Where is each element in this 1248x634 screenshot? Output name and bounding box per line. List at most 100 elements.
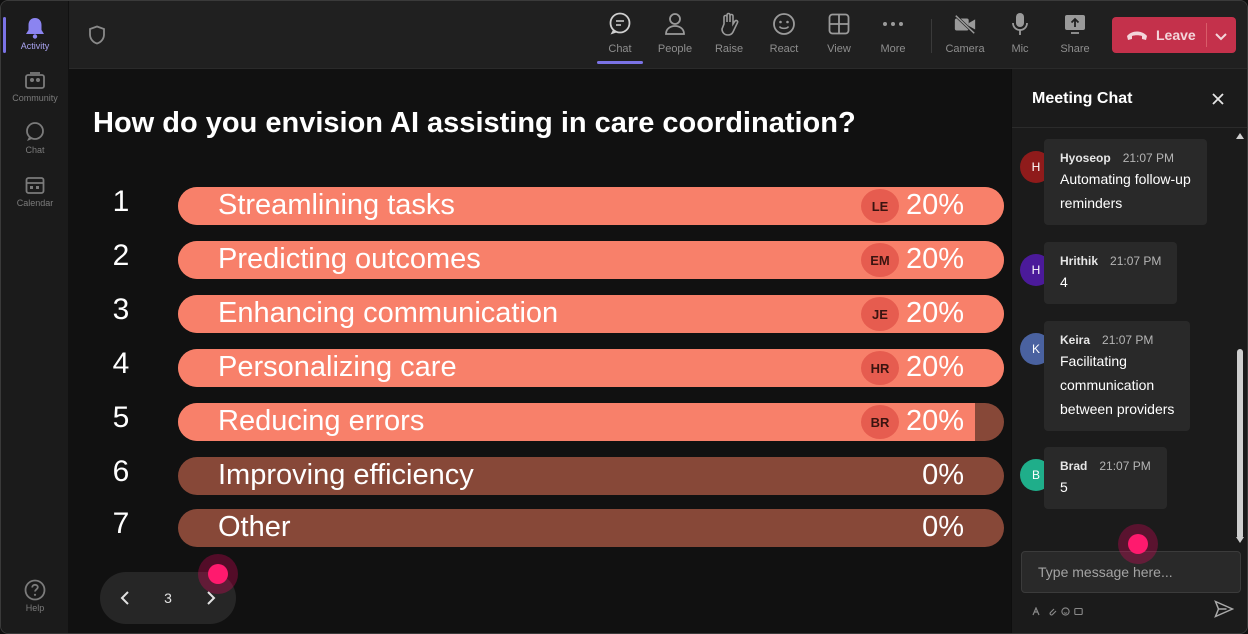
poll-option-percent: 20% [905,189,964,221]
chat-bubble-icon [24,121,46,143]
poll-option-number: 2 [112,239,130,272]
chat-sender-name: Keira [1060,333,1091,347]
community-icon [24,69,46,91]
toolbar-label: Camera [945,43,985,55]
voter-avatar: HR [861,351,899,385]
scroll-up-arrow-icon[interactable] [1236,133,1244,139]
chat-message[interactable]: Keira 21:07 PM Facilitating communication be… [1044,321,1191,431]
grid-view-icon [827,11,851,37]
toolbar-label: React [769,43,799,55]
toolbar-label: People [657,43,693,55]
rail-item-activity[interactable]: Activity [1,9,69,59]
pointer-highlight [1118,524,1158,564]
scrollbar-thumb[interactable] [1237,349,1243,539]
poll-option-number: 6 [112,455,130,488]
avatar-initial: K [1031,342,1040,356]
chevron-down-icon[interactable] [1214,29,1228,41]
smiley-icon [772,11,796,37]
poll-option-number: 4 [112,347,130,380]
chat-message-text: Automating follow-up [1060,171,1191,187]
send-icon[interactable] [1214,600,1235,618]
calendar-icon [24,174,46,196]
chat-sender-name: Hrithik [1060,254,1099,268]
attach-icon[interactable] [1048,603,1057,616]
toolbar-raise-button[interactable]: Raise [704,11,754,61]
poll-option-label: Predicting outcomes [218,243,481,275]
chevron-left-icon[interactable] [117,589,135,607]
meeting-chat-panel: Meeting Chat H Hyoseop 21:07 PM Automating … [1011,69,1247,633]
toolbar-people-button[interactable]: People [650,11,700,61]
poll-option-label: Personalizing care [218,351,457,383]
chat-message-text: communication [1060,377,1155,393]
shield-icon[interactable] [87,25,107,45]
chat-message-text: Facilitating [1060,353,1127,369]
toolbar-label: Share [1060,43,1090,55]
poll-option-number: 1 [112,185,130,218]
hang-up-icon [1126,28,1148,42]
poll-option-percent: 20% [905,405,964,437]
left-rail: Activity Community Chat Calendar Help [1,1,69,633]
toolbar-mic-button[interactable]: Mic [995,11,1045,61]
chevron-right-icon[interactable] [201,589,219,607]
chat-message-text: reminders [1060,195,1123,211]
share-screen-icon [1063,11,1087,37]
toolbar-view-button[interactable]: View [814,11,864,61]
toolbar-share-button[interactable]: Share [1050,11,1100,61]
close-icon[interactable] [1211,92,1225,106]
rail-item-help[interactable]: Help [1,571,69,621]
poll-question: How do you envision AI assisting in care… [93,107,856,139]
toolbar-react-button[interactable]: React [759,11,809,61]
chat-message[interactable]: Brad 21:07 PM 5 [1044,447,1167,509]
avatar-initial: B [1031,468,1040,482]
rail-item-calendar[interactable]: Calendar [1,166,69,216]
rail-item-chat[interactable]: Chat [1,113,69,163]
poll-option-label: Improving efficiency [218,459,474,491]
poll-option-bar: Personalizing care HR 20% [178,349,1004,387]
chat-message-header: Hyoseop 21:07 PM [1060,149,1191,167]
chat-message[interactable]: Hrithik 21:07 PM 4 [1044,242,1178,304]
leave-divider [1206,23,1207,47]
rail-label: Calendar [16,198,54,208]
chat-sender-name: Hyoseop [1060,151,1111,165]
chat-message-text: 4 [1060,274,1068,290]
voter-avatar: JE [861,297,899,331]
raise-hand-icon [717,11,741,37]
chat-sender-name: Brad [1060,459,1088,473]
emoji-icon[interactable] [1061,603,1070,616]
toolbar-camera-button[interactable]: Camera [940,11,990,61]
chat-message-text: between providers [1060,401,1175,417]
poll-option-bar: Other 0% [178,509,1004,547]
help-icon [24,579,46,601]
poll-option-number: 3 [112,293,130,326]
poll-option-bar: Predicting outcomes EM 20% [178,241,1004,279]
chat-timestamp: 21:07 PM [1122,151,1175,165]
meeting-toolbar: Chat People Raise React View [69,1,1247,69]
toolbar-more-button[interactable]: More [868,11,918,61]
poll-option-label: Reducing errors [218,405,425,437]
rail-item-community[interactable]: Community [1,61,69,111]
chat-divider [1012,127,1247,128]
chat-scrollbar[interactable] [1235,129,1245,543]
chat-message-header: Hrithik 21:07 PM [1060,252,1161,270]
poll-option-percent: 20% [905,351,964,383]
scroll-down-arrow-icon[interactable] [1236,537,1244,543]
toolbar-chat-button[interactable]: Chat [595,11,645,64]
leave-button[interactable]: Leave [1112,17,1236,53]
avatar-initial: H [1031,263,1041,277]
gif-icon[interactable] [1074,603,1083,616]
poll-option-bar: Reducing errors BR 20% [178,403,1004,441]
toolbar-label: Raise [714,43,744,55]
rail-label: Activity [20,41,50,51]
chat-message-header: Keira 21:07 PM [1060,331,1174,349]
format-icon[interactable] [1032,603,1041,616]
poll-option-percent: 0% [922,459,964,491]
chat-timestamp: 21:07 PM [1102,333,1154,347]
poll-option-number: 7 [112,507,130,540]
chat-message-input[interactable] [1021,551,1241,593]
toolbar-divider [931,19,932,53]
chat-message[interactable]: Hyoseop 21:07 PM Automating follow-up remin… [1044,139,1207,225]
toolbar-label: Chat [608,43,632,55]
rail-label: Chat [25,145,45,155]
bell-icon [24,17,46,39]
